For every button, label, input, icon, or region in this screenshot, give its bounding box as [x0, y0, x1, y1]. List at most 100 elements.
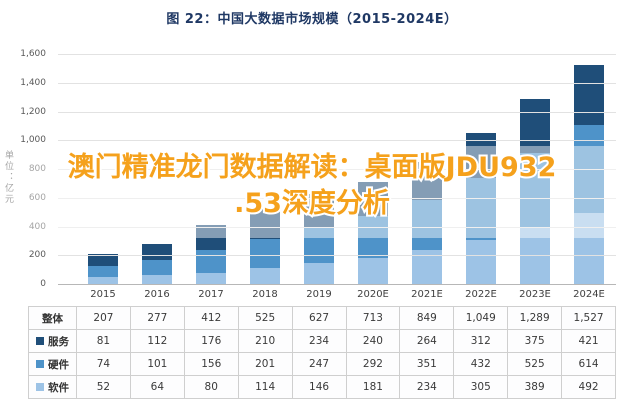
bar-segment-软件 [466, 240, 496, 284]
row-label: 硬件 [29, 353, 77, 376]
table-cell: 234 [292, 330, 347, 353]
y-tick-label: 0 [40, 279, 46, 289]
table-cell: 525 [238, 307, 293, 330]
row-label-text: 服务 [48, 335, 69, 348]
gridline [58, 197, 616, 199]
y-tick-label: 1,000 [20, 135, 46, 146]
bar-column-2015 [76, 54, 130, 284]
bar-segment-硬件 [466, 178, 496, 241]
y-tick-label: 800 [28, 164, 46, 174]
table-cell: 114 [238, 376, 293, 399]
bar-column-2019 [292, 54, 346, 284]
table-row: 硬件 74 101 156 201 247 292 351 432 525 614 [29, 353, 616, 376]
table-cell: 247 [292, 353, 347, 376]
y-tick-label: 400 [28, 221, 46, 232]
table-cell: 201 [238, 353, 293, 376]
bar-column-2018 [238, 54, 292, 284]
table-cell: 146 [292, 376, 347, 399]
table-cell: 240 [346, 330, 401, 353]
x-axis-label: 2018 [252, 289, 278, 300]
stacked-bar [520, 54, 550, 284]
table-cell: 101 [130, 353, 185, 376]
table-cell: 156 [184, 353, 239, 376]
stacked-bar [358, 54, 388, 284]
stacked-bar [412, 54, 442, 284]
gridline [58, 169, 616, 170]
bar-segment-软件 [304, 263, 334, 284]
table-cell: 614 [562, 353, 616, 376]
table-cell: 305 [454, 376, 509, 399]
table-cell: 52 [77, 376, 131, 399]
plot-area [58, 54, 616, 285]
y-tick-label: 600 [28, 192, 46, 203]
table-cell: 64 [130, 376, 185, 399]
x-axis-label: 2022E [465, 289, 497, 300]
y-tick-label: 1,600 [20, 49, 46, 59]
row-label: 服务 [29, 330, 77, 353]
table-cell: 849 [400, 307, 455, 330]
row-label-text: 硬件 [48, 358, 69, 371]
table-cell: 525 [508, 353, 563, 376]
table-cell: 80 [184, 376, 239, 399]
bar-segment-硬件 [358, 216, 388, 258]
row-label: 整体 [29, 307, 77, 330]
bar-column-2016 [130, 54, 184, 284]
table-row: 服务 81 112 176 210 234 240 264 312 375 421 [29, 330, 616, 353]
data-table: 整体 207 277 412 525 627 713 849 1,049 1,289 1,527 服务… [28, 306, 616, 399]
chart-title: 图 22：中国大数据市场规模（2015-2024E） [166, 12, 458, 27]
watermark-band [0, 146, 624, 238]
gridline [58, 111, 616, 113]
table-cell: 627 [292, 307, 347, 330]
x-axis-label: 2024E [573, 289, 605, 300]
table-cell: 492 [562, 376, 616, 399]
x-axis-label: 2015 [90, 289, 116, 300]
bar-segment-服务 [574, 64, 604, 126]
bar-segment-软件 [88, 276, 118, 284]
table-cell: 292 [346, 353, 401, 376]
table-cell: 264 [400, 330, 455, 353]
watermark-line-1: 澳门精准龙门数据解读：桌面版JDU932 [66, 150, 559, 185]
bar-segment-服务 [358, 181, 388, 217]
table-cell: 713 [346, 307, 401, 330]
table-cell: 210 [238, 330, 293, 353]
stacked-bar [250, 54, 280, 284]
y-axis-unit-label: 单位：亿元 [3, 150, 13, 205]
bar-segment-硬件 [196, 250, 226, 273]
bar-segment-服务 [412, 161, 442, 200]
table-cell: 176 [184, 330, 239, 353]
bar-segment-软件 [196, 272, 226, 284]
table-cell: 1,527 [562, 307, 616, 330]
y-tick-label: 1,200 [20, 106, 46, 117]
stacked-bar [304, 54, 334, 284]
bar-segment-软件 [250, 267, 280, 284]
table-cell: 412 [184, 307, 239, 330]
table-row: 软件 52 64 80 114 146 181 234 305 389 492 [29, 376, 616, 399]
gridline [58, 82, 616, 84]
bar-segment-服务 [196, 224, 226, 251]
row-label-text: 整体 [42, 312, 63, 325]
y-tick-label: 1,400 [20, 77, 46, 88]
bar-segment-硬件 [412, 199, 442, 251]
bar-column-2020E [346, 54, 400, 284]
x-axis-label: 2016 [144, 289, 170, 300]
table-cell: 277 [130, 307, 185, 330]
bar-segment-软件 [358, 257, 388, 284]
table-cell: 432 [454, 353, 509, 376]
stacked-bar [142, 54, 172, 284]
bar-segment-硬件 [520, 152, 550, 229]
bar-segment-服务 [88, 254, 118, 266]
bar-segment-硬件 [88, 265, 118, 277]
table-cell: 375 [508, 330, 563, 353]
legend-swatch [36, 337, 44, 345]
row-label-text: 软件 [48, 381, 69, 394]
bar-segment-软件 [574, 213, 604, 284]
bar-column-2023E [508, 54, 562, 284]
gridline [58, 54, 616, 55]
table-cell: 112 [130, 330, 185, 353]
x-axis-labels: 2015 2016 2017 2018 2019 2020E 2021E 2022E 2023E… [76, 289, 616, 300]
table-cell: 389 [508, 376, 563, 399]
legend-swatch [36, 383, 44, 391]
x-axis-label: 2020E [357, 289, 389, 300]
bar-segment-硬件 [250, 238, 280, 268]
